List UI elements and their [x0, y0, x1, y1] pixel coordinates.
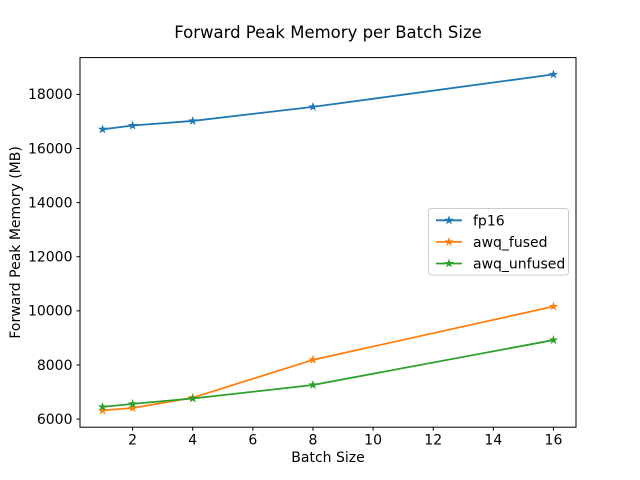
svg-text:6000: 6000 [37, 412, 73, 428]
star-marker-icon [444, 215, 454, 225]
svg-text:14000: 14000 [28, 195, 73, 211]
y-axis-label: Forward Peak Memory (MB) [8, 146, 24, 338]
legend-item-fp16: fp16 [436, 213, 505, 229]
svg-text:8: 8 [309, 433, 318, 449]
svg-text:18000: 18000 [28, 87, 73, 103]
legend-item-awq-unfused: awq_unfused [436, 257, 565, 273]
svg-text:2: 2 [128, 433, 137, 449]
x-axis-label: Batch Size [291, 450, 364, 466]
legend-label: fp16 [473, 213, 505, 229]
svg-text:6: 6 [248, 433, 257, 449]
legend-item-awq-fused: awq_fused [436, 235, 548, 251]
ticks-group: 2 4 6 8 10 12 14 16 6000 8000 10000 12000 14000 16000… [28, 87, 562, 448]
svg-text:16000: 16000 [28, 141, 73, 157]
legend: fp16 awq_fused awq_unfused [428, 208, 569, 276]
legend-label: awq_fused [473, 235, 548, 251]
chart-title: Forward Peak Memory per Batch Size [174, 23, 482, 42]
svg-text:12000: 12000 [28, 250, 73, 266]
series-group [97, 69, 559, 415]
svg-text:14: 14 [484, 433, 502, 449]
svg-text:10: 10 [364, 433, 382, 449]
svg-text:4: 4 [188, 433, 197, 449]
svg-text:12: 12 [424, 433, 442, 449]
legend-frame [428, 208, 569, 276]
axes-spines [79, 57, 577, 428]
svg-text:8000: 8000 [37, 358, 73, 374]
star-marker-icon [444, 236, 454, 246]
svg-text:10000: 10000 [28, 304, 73, 320]
svg-text:16: 16 [545, 433, 563, 449]
star-marker-icon [444, 258, 454, 268]
legend-label: awq_unfused [473, 257, 565, 273]
